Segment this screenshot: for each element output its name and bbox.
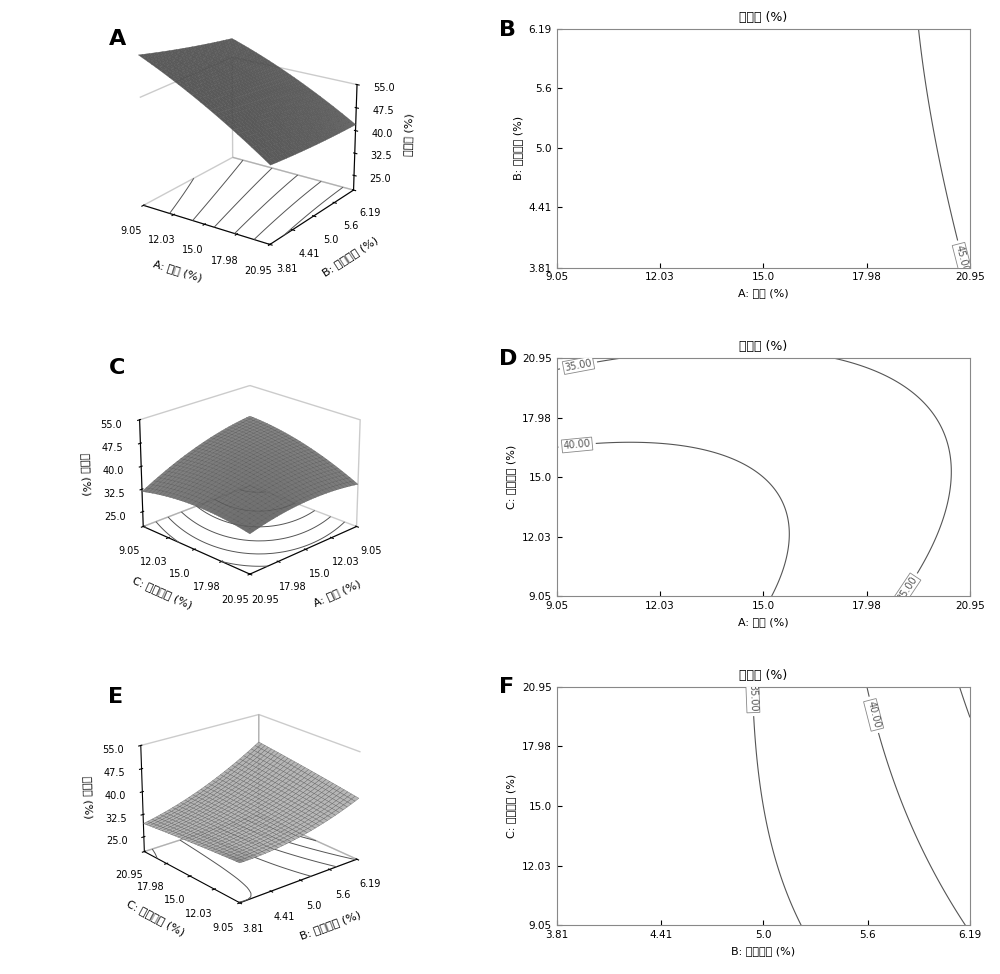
Y-axis label: C: 脱脂奶粉 (%): C: 脱脂奶粉 (%) <box>506 774 516 839</box>
Text: F: F <box>499 678 514 697</box>
Text: D: D <box>499 349 517 368</box>
X-axis label: B: 谷氨酸钓 (%): B: 谷氨酸钓 (%) <box>298 910 362 941</box>
Title: 存活率 (%): 存活率 (%) <box>739 11 787 24</box>
Text: B: B <box>499 19 516 40</box>
Text: 40.00: 40.00 <box>865 700 882 730</box>
Text: 45.00: 45.00 <box>954 244 971 274</box>
X-axis label: A: 蔽糖 (%): A: 蔽糖 (%) <box>152 258 204 282</box>
Title: 存活率 (%): 存活率 (%) <box>739 668 787 682</box>
Text: 35.00: 35.00 <box>895 575 919 604</box>
Y-axis label: C: 脱脂奶粉 (%): C: 脱脂奶粉 (%) <box>125 899 186 938</box>
Text: 40.00: 40.00 <box>563 438 591 451</box>
Text: A: A <box>108 29 126 50</box>
Y-axis label: B: 谷氨酸钓 (%): B: 谷氨酸钓 (%) <box>513 116 523 180</box>
Title: 存活率 (%): 存活率 (%) <box>739 340 787 353</box>
X-axis label: A: 蔽糖 (%): A: 蔽糖 (%) <box>738 617 789 627</box>
Y-axis label: C: 脱脂奶粉 (%): C: 脱脂奶粉 (%) <box>131 576 194 611</box>
Text: 35.00: 35.00 <box>747 684 758 711</box>
Text: E: E <box>108 687 124 707</box>
X-axis label: A: 蔽糖 (%): A: 蔽糖 (%) <box>738 288 789 298</box>
Text: C: C <box>108 358 125 378</box>
Y-axis label: B: 谷氨酸钓 (%): B: 谷氨酸钓 (%) <box>321 235 380 279</box>
X-axis label: B: 谷氨酸钓 (%): B: 谷氨酸钓 (%) <box>731 946 795 955</box>
X-axis label: A: 蔽糖 (%): A: 蔽糖 (%) <box>312 579 363 608</box>
Y-axis label: C: 脱脂奶粉 (%): C: 脱脂奶粉 (%) <box>506 445 516 509</box>
Text: 35.00: 35.00 <box>564 357 593 373</box>
